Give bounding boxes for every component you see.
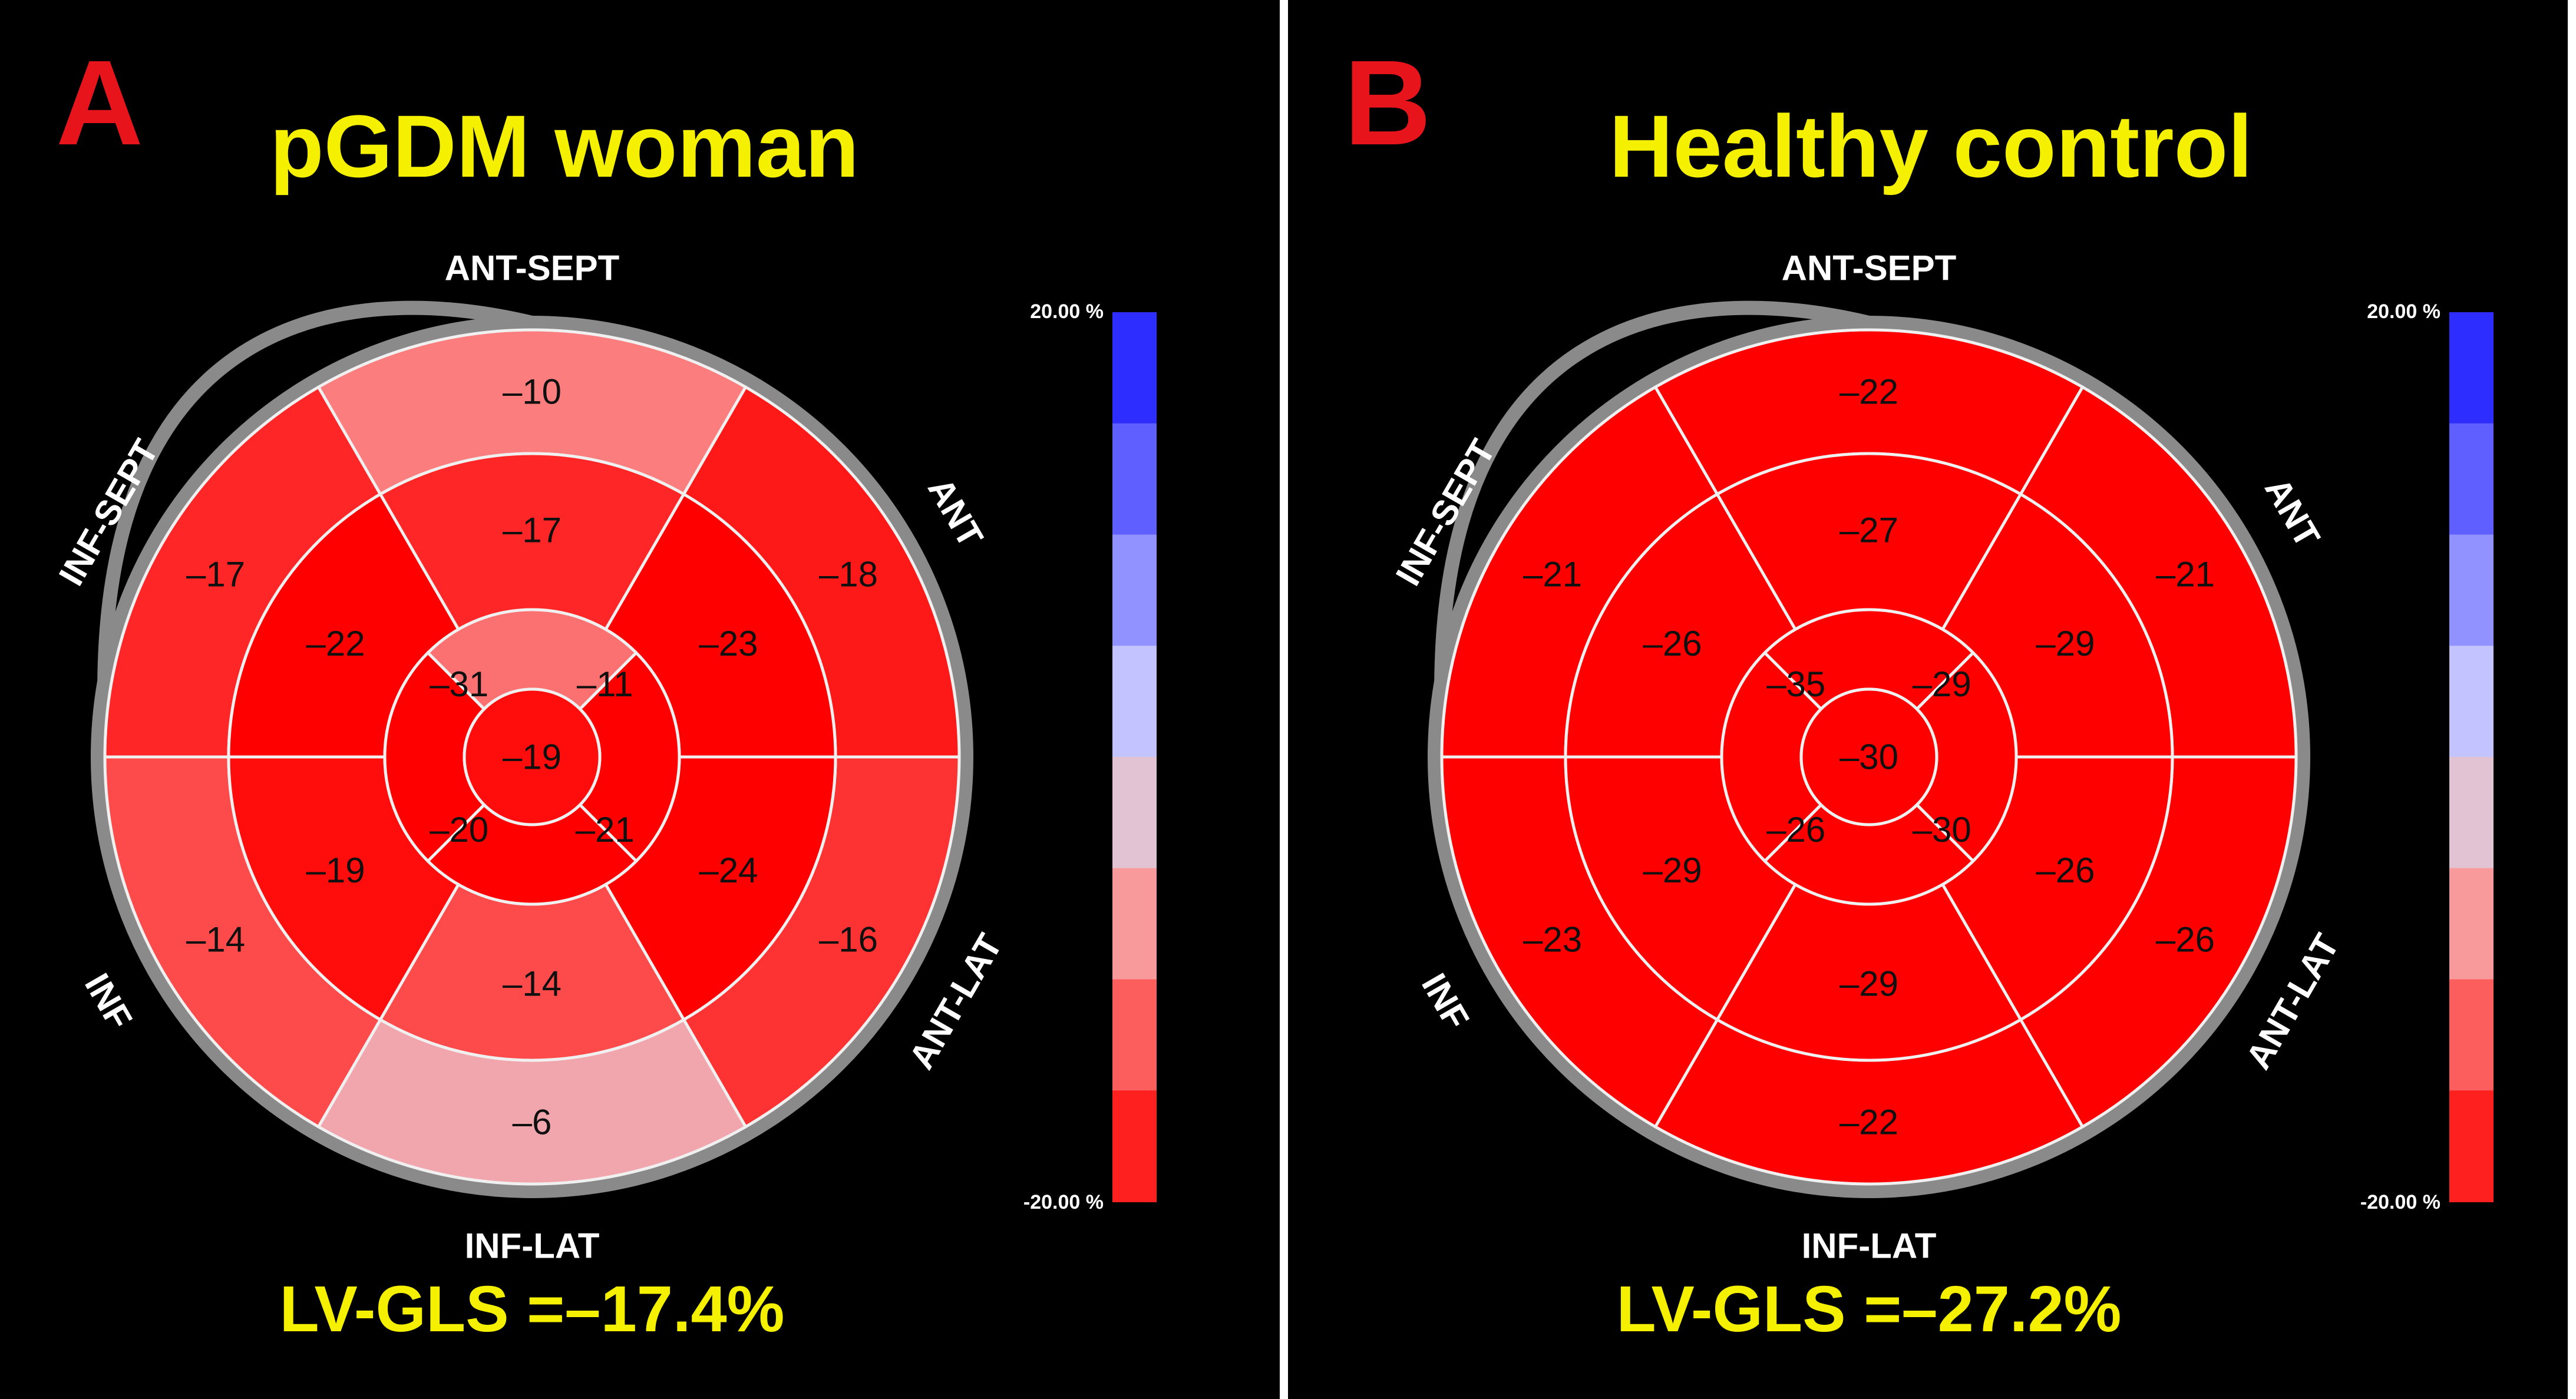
gls-value: LV-GLS =–27.2% [1617, 1273, 2122, 1345]
mid-value: –22 [306, 624, 365, 663]
scale-max-label: 20.00 % [1030, 300, 1104, 323]
outer-ring-flap [97, 300, 534, 682]
apical-value: –30 [1913, 810, 1971, 849]
mid-value: –19 [306, 851, 365, 890]
panel-title: pGDM woman [270, 97, 859, 196]
scale-band [1112, 423, 1157, 535]
scale-band [2449, 1090, 2494, 1202]
scale-band [2449, 534, 2494, 647]
apical-value: –29 [1913, 664, 1971, 704]
wall-label: INF-LAT [465, 1226, 600, 1266]
scale-max-label: 20.00 % [2367, 300, 2440, 323]
basal-value: –16 [819, 920, 878, 960]
mid-value: –23 [699, 624, 758, 663]
panel-b: B Healthy control –22 –21 –26 –22 –23 –21 –27 –29… [1288, 0, 2568, 1399]
apical-value: –11 [577, 664, 633, 704]
mid-value: –26 [1643, 624, 1702, 663]
scale-band [1112, 979, 1157, 1092]
basal-value: –21 [2156, 555, 2215, 594]
panel-letter: A [56, 35, 143, 170]
apex-segment [1799, 687, 1938, 826]
apex-value: –19 [503, 737, 562, 777]
scale-band [1112, 757, 1157, 869]
mid-value: –26 [2036, 851, 2095, 890]
scale-band [2449, 646, 2494, 758]
mid-value: –29 [2036, 624, 2095, 663]
scale-band [2449, 423, 2494, 535]
gls-value: LV-GLS =–17.4% [280, 1273, 785, 1345]
scale-band [2449, 757, 2494, 869]
panel-title: Healthy control [1609, 97, 2253, 196]
apex-segment [463, 687, 602, 826]
mid-value: –29 [1839, 964, 1898, 1004]
wall-label: ANT-SEPT [445, 249, 620, 288]
scale-min-label: -20.00 % [1023, 1191, 1104, 1213]
basal-value: –23 [1523, 920, 1582, 960]
basal-value: –18 [819, 555, 878, 594]
basal-value: –10 [503, 372, 562, 412]
basal-value: –22 [1839, 1103, 1898, 1142]
panel-letter: B [1344, 35, 1431, 170]
scale-band [1112, 646, 1157, 758]
basal-value: –22 [1839, 372, 1898, 412]
apical-value: –20 [430, 810, 488, 849]
apical-value: –35 [1766, 664, 1825, 704]
outer-ring-flap [1434, 300, 1871, 682]
scale-band [1112, 1090, 1157, 1202]
mid-value: –27 [1839, 511, 1898, 550]
mid-value: –29 [1643, 851, 1702, 890]
basal-value: –6 [513, 1103, 552, 1142]
basal-value: –21 [1523, 555, 1582, 594]
basal-value: –14 [186, 920, 245, 960]
mid-value: –24 [699, 851, 758, 890]
scale-min-label: -20.00 % [2360, 1191, 2440, 1213]
mid-value: –14 [503, 964, 562, 1004]
scale-band [2449, 312, 2494, 424]
basal-value: –26 [2156, 920, 2215, 960]
scale-band [1112, 534, 1157, 647]
apical-value: –21 [576, 810, 635, 849]
apex-value: –30 [1839, 737, 1898, 777]
wall-label: INF-LAT [1802, 1226, 1937, 1266]
scale-band [1112, 868, 1157, 980]
mid-value: –17 [503, 511, 562, 550]
basal-value: –17 [186, 555, 245, 594]
scale-band [1112, 312, 1157, 424]
apical-value: –26 [1766, 810, 1825, 849]
apical-value: –31 [430, 664, 488, 704]
scale-band [2449, 868, 2494, 980]
wall-label: ANT-SEPT [1782, 249, 1957, 288]
scale-band [2449, 979, 2494, 1092]
